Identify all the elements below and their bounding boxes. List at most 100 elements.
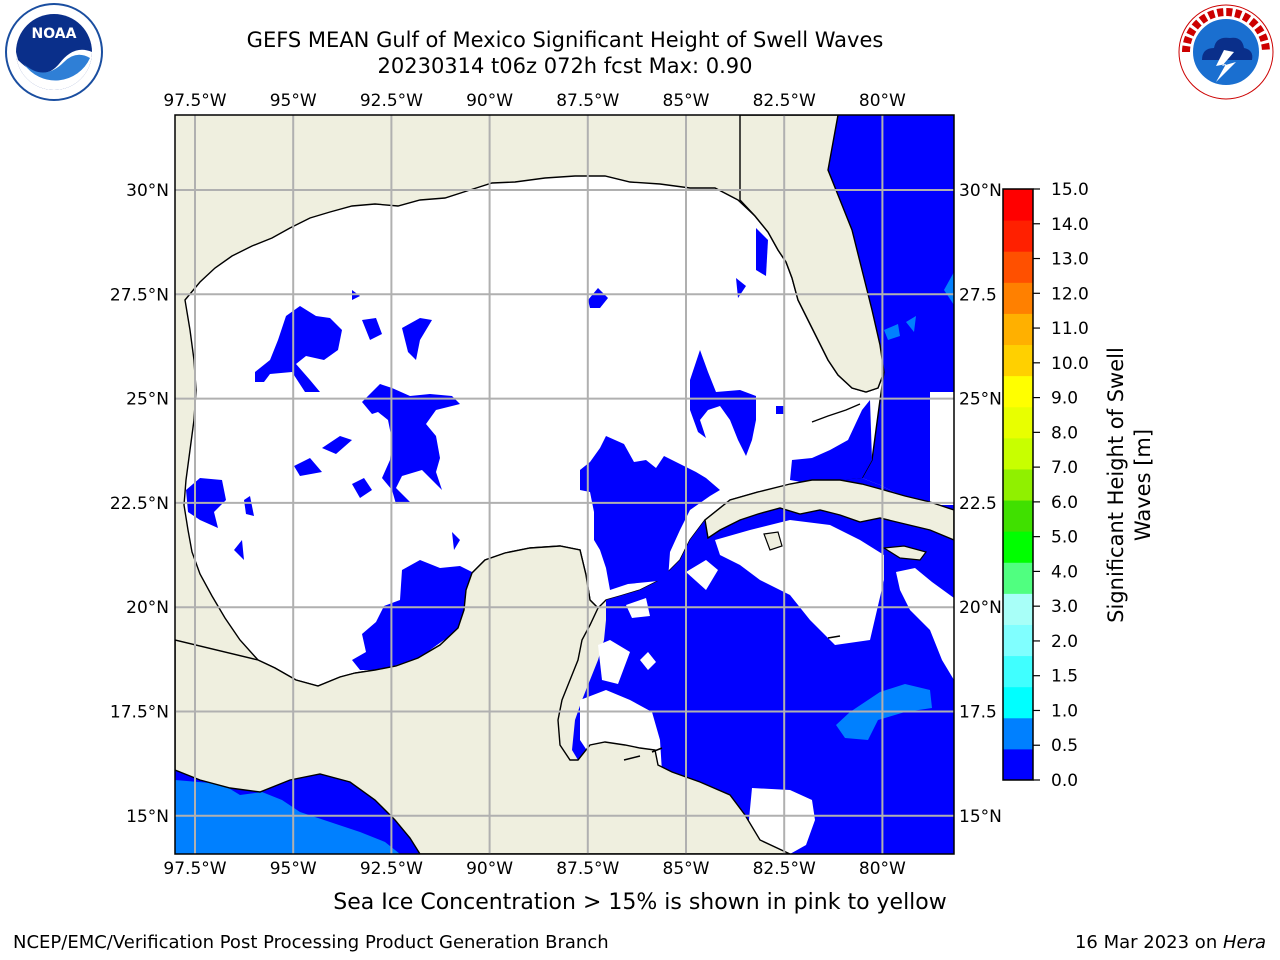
colorbar-segment: [1003, 593, 1033, 625]
map-frame: [174, 114, 955, 855]
colorbar-tick-label: 2.0: [1051, 632, 1078, 652]
colorbar-tick-label: 11.0: [1051, 319, 1089, 339]
colorbar-segment: [1003, 624, 1033, 657]
lon-tick-label-bottom: 87.5°W: [556, 859, 619, 879]
colorbar-tick-label: 14.0: [1051, 215, 1089, 235]
swell-patch: [906, 316, 916, 332]
colorbar-tick-label: 0.5: [1051, 736, 1078, 756]
colorbar-segment: [1003, 468, 1033, 501]
lon-tick-label-top: 90°W: [466, 91, 513, 111]
colorbar-tick-label: 3.0: [1051, 597, 1078, 617]
lon-tick-label-top: 92.5°W: [360, 91, 423, 111]
lon-tick-label-bottom: 92.5°W: [360, 859, 423, 879]
colorbar-tick-label: 15.0: [1051, 180, 1089, 200]
national-weather-service-logo-icon: [1178, 4, 1274, 100]
lon-tick-label-top: 85°W: [663, 91, 710, 111]
florida-land: [739, 115, 885, 393]
calm-patch: [715, 520, 884, 645]
colorbar-label-line1: Significant Height of Swell: [1104, 347, 1128, 623]
colorbar-segment: [1003, 500, 1033, 532]
credit-branch: NCEP/EMC/Verification Post Processing Pr…: [13, 932, 609, 953]
colorbar-segment: [1003, 220, 1033, 252]
lat-tick-label-right: 27.5: [959, 285, 997, 305]
colorbar-segment: [1003, 375, 1033, 408]
colorbar-segment: [1003, 437, 1033, 470]
colorbar-segment: [1003, 748, 1033, 781]
svg-text:NOAA: NOAA: [32, 26, 77, 42]
lon-tick-label-top: 80°W: [859, 91, 906, 111]
lon-tick-label-top: 87.5°W: [556, 91, 619, 111]
colorbar-tick-label: 13.0: [1051, 250, 1089, 270]
lat-tick-label-left: 30°N: [126, 181, 169, 201]
colorbar-tick-label: 9.0: [1051, 389, 1078, 409]
lon-tick-label-bottom: 97.5°W: [163, 859, 226, 879]
jamaica-land: [882, 545, 928, 561]
colorbar-segment: [1003, 313, 1033, 346]
swell-patch: [884, 324, 900, 340]
colorbar-tick-label: 0.0: [1051, 771, 1078, 791]
colorbar-tick-label: 1.0: [1051, 701, 1078, 721]
honduras-islands: [623, 747, 663, 761]
colorbar: 15.0 14.0 13.0 12.0 11.0 10.0 9.0 8.0 7.0 6.0 5.0 4…: [1002, 180, 1089, 791]
colorbar-segment: [1003, 282, 1033, 314]
colorbar-segment: [1003, 686, 1033, 719]
lon-tick-label-top: 82.5°W: [753, 91, 816, 111]
lat-tick-label-left: 15°N: [126, 807, 169, 827]
colorbar-tick-label: 1.5: [1051, 667, 1078, 687]
calm-patch: [896, 568, 954, 680]
map-panel: [175, 115, 954, 854]
colorbar-segment: [1003, 655, 1033, 688]
lat-tick-label-left: 22.5°N: [110, 494, 169, 514]
lat-tick-label-right: 25°N: [959, 390, 1002, 410]
atlantic-ocean: [828, 115, 954, 520]
florida-keys: [811, 403, 861, 423]
colorbar-frame: [1002, 188, 1034, 781]
cayman-islands: [827, 635, 841, 639]
calm-patch: [598, 640, 630, 684]
lon-tick-label-bottom: 90°W: [466, 859, 513, 879]
lat-tick-label-right: 15°N: [959, 807, 1002, 827]
colorbar-segment: [1003, 344, 1033, 377]
isla-de-la-juventud: [763, 531, 783, 551]
lon-tick-label-bottom: 85°W: [663, 859, 710, 879]
calm-patch: [686, 560, 718, 590]
swell-patch: [944, 272, 954, 305]
lat-tick-label-right: 17.5: [959, 703, 997, 723]
calm-patch: [748, 788, 815, 854]
colorbar-tick-label: 4.0: [1051, 562, 1078, 582]
colorbar-tick-label: 5.0: [1051, 528, 1078, 548]
lat-tick-label-right: 20°N: [959, 598, 1002, 618]
colorbar-tick-label: 10.0: [1051, 354, 1089, 374]
lat-tick-label-left: 25°N: [126, 390, 169, 410]
colorbar-tick-label: 6.0: [1051, 493, 1078, 513]
sea-ice-note: Sea Ice Concentration > 15% is shown in …: [333, 890, 947, 915]
axis-ticks: 97.5°W 97.5°W 95°W 95°W 92.5°W 92.5°W 90°W 90°W…: [110, 91, 1002, 879]
lon-tick-label-bottom: 82.5°W: [753, 859, 816, 879]
colorbar-segment: [1003, 251, 1033, 283]
gridlines: [175, 115, 954, 854]
lon-tick-label-bottom: 95°W: [270, 859, 317, 879]
credit-host: Hera: [1222, 932, 1266, 953]
map-title: GEFS MEAN Gulf of Mexico Significant Hei…: [246, 28, 884, 52]
credit-date: 16 Mar 2023 on Hera: [1075, 932, 1266, 953]
colorbar-tick-label: 7.0: [1051, 458, 1078, 478]
cuba-land: [704, 479, 954, 541]
lat-tick-label-left: 20°N: [126, 598, 169, 618]
colorbar-segment: [1003, 406, 1033, 439]
lat-tick-label-left: 27.5°N: [110, 285, 169, 305]
calm-patch: [640, 652, 656, 670]
pacific-swell-mid: [175, 780, 400, 854]
colorbar-tick-label: 8.0: [1051, 423, 1078, 443]
calm-patch: [930, 392, 954, 505]
lat-tick-label-left: 17.5°N: [110, 703, 169, 723]
lon-tick-label-top: 95°W: [270, 91, 317, 111]
colorbar-segment: [1003, 189, 1033, 221]
colorbar-label-line2: Waves [m]: [1131, 429, 1155, 541]
lon-tick-label-top: 97.5°W: [163, 91, 226, 111]
noaa-logo-icon: NOAA: [5, 3, 103, 101]
lon-tick-label-bottom: 80°W: [859, 859, 906, 879]
lat-tick-label-right: 30°N: [959, 181, 1002, 201]
colorbar-segment: [1003, 717, 1033, 750]
credit-date-text: 16 Mar 2023 on: [1074, 932, 1223, 953]
